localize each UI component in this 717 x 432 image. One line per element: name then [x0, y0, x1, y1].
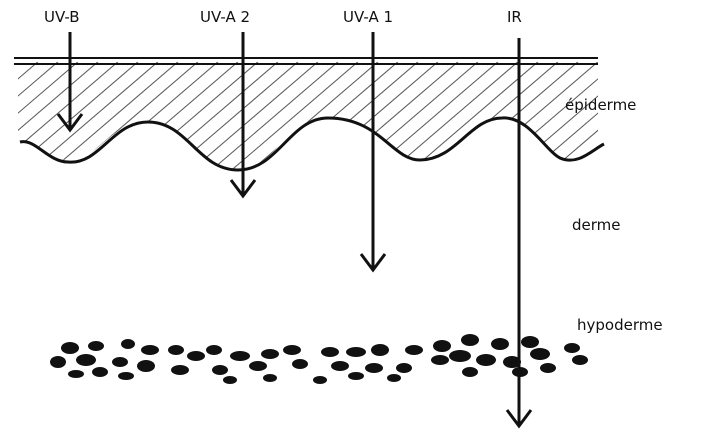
ray-arrow-uvb: [56, 32, 84, 133]
fat-cell: [171, 365, 189, 375]
fat-cell: [321, 347, 339, 357]
label-uvb: UV-B: [44, 8, 80, 26]
fat-cell: [564, 343, 580, 353]
hatch-line: [79, 62, 221, 171]
fat-cell: [249, 361, 267, 371]
fat-cell: [88, 341, 104, 351]
hatch-line: [600, 60, 717, 180]
hatch-line: [579, 62, 598, 171]
ray-arrow-uva1: [359, 32, 387, 273]
hatch-line: [239, 62, 381, 171]
dermo-epidermal-junction: [19, 116, 605, 172]
fat-cell: [92, 367, 108, 377]
fat-cell: [461, 334, 479, 346]
fat-cell: [223, 376, 237, 384]
hatch-line: [359, 62, 501, 171]
fat-cell: [433, 340, 451, 352]
fat-cell: [530, 348, 550, 360]
hatch-line: [18, 62, 101, 171]
fat-cell: [283, 345, 301, 355]
hatch-line: [99, 62, 241, 171]
fat-cell: [462, 367, 478, 377]
fat-cell: [521, 336, 539, 348]
epidermis-hatching: [18, 60, 717, 180]
hatch-line: [559, 62, 598, 171]
fat-cell: [431, 355, 449, 365]
fat-cell: [503, 356, 521, 368]
fat-cell: [112, 357, 128, 367]
fat-cell: [50, 356, 66, 368]
fat-cell: [68, 370, 84, 378]
hatch-line: [259, 62, 401, 171]
fat-cell: [365, 363, 383, 373]
fat-cell: [491, 338, 509, 350]
fat-cell: [187, 351, 205, 361]
hypodermis-fat-cells: [50, 334, 588, 384]
hatch-line: [620, 60, 717, 180]
fat-cell: [405, 345, 423, 355]
fat-cell: [346, 347, 366, 357]
fat-cell: [261, 349, 279, 359]
fat-cell: [118, 372, 134, 380]
fat-cell: [121, 339, 135, 349]
hatch-line: [18, 62, 61, 171]
hatch-line: [499, 62, 598, 171]
hatch-line: [199, 62, 341, 171]
fat-cell: [331, 361, 349, 371]
hatch-line: [660, 60, 717, 180]
fat-cell: [76, 354, 96, 366]
hatch-line: [479, 62, 598, 171]
fat-cell: [230, 351, 250, 361]
fat-cell: [387, 374, 401, 382]
fat-cell: [61, 342, 79, 354]
fat-cell: [313, 376, 327, 384]
hatch-line: [19, 62, 161, 171]
fat-cell: [168, 345, 184, 355]
label-dermis: derme: [572, 216, 621, 234]
hatch-line: [119, 62, 261, 171]
hatch-line: [519, 62, 598, 171]
hatch-line: [640, 60, 717, 180]
fat-cell: [141, 345, 159, 355]
hatch-line: [159, 62, 301, 171]
label-ir: IR: [507, 8, 522, 26]
fat-cell: [512, 367, 528, 377]
hatch-line: [18, 62, 41, 171]
hatch-line: [379, 62, 521, 171]
hatch-line: [18, 62, 81, 171]
fat-cell: [263, 374, 277, 382]
hatch-line: [339, 62, 481, 171]
fat-cell: [292, 359, 308, 369]
label-uva2: UV-A 2: [200, 8, 251, 26]
fat-cell: [212, 365, 228, 375]
fat-cell: [540, 363, 556, 373]
hatch-line: [459, 62, 598, 171]
hatch-line: [18, 62, 21, 171]
fat-cell: [396, 363, 412, 373]
hatch-line: [18, 62, 121, 171]
label-epidermis: épiderme: [565, 96, 637, 114]
hatch-line: [700, 60, 717, 180]
hatch-line: [680, 60, 717, 180]
fat-cell: [206, 345, 222, 355]
fat-cell: [371, 344, 389, 356]
label-uva1: UV-A 1: [343, 8, 394, 26]
fat-cell: [137, 360, 155, 372]
fat-cell: [572, 355, 588, 365]
fat-cell: [476, 354, 496, 366]
fat-cell: [348, 372, 364, 380]
label-hypodermis: hypoderme: [577, 316, 663, 334]
fat-cell: [449, 350, 471, 362]
hatch-line: [539, 62, 598, 171]
hatch-line: [179, 62, 321, 171]
ray-arrow-uva2: [229, 32, 257, 199]
